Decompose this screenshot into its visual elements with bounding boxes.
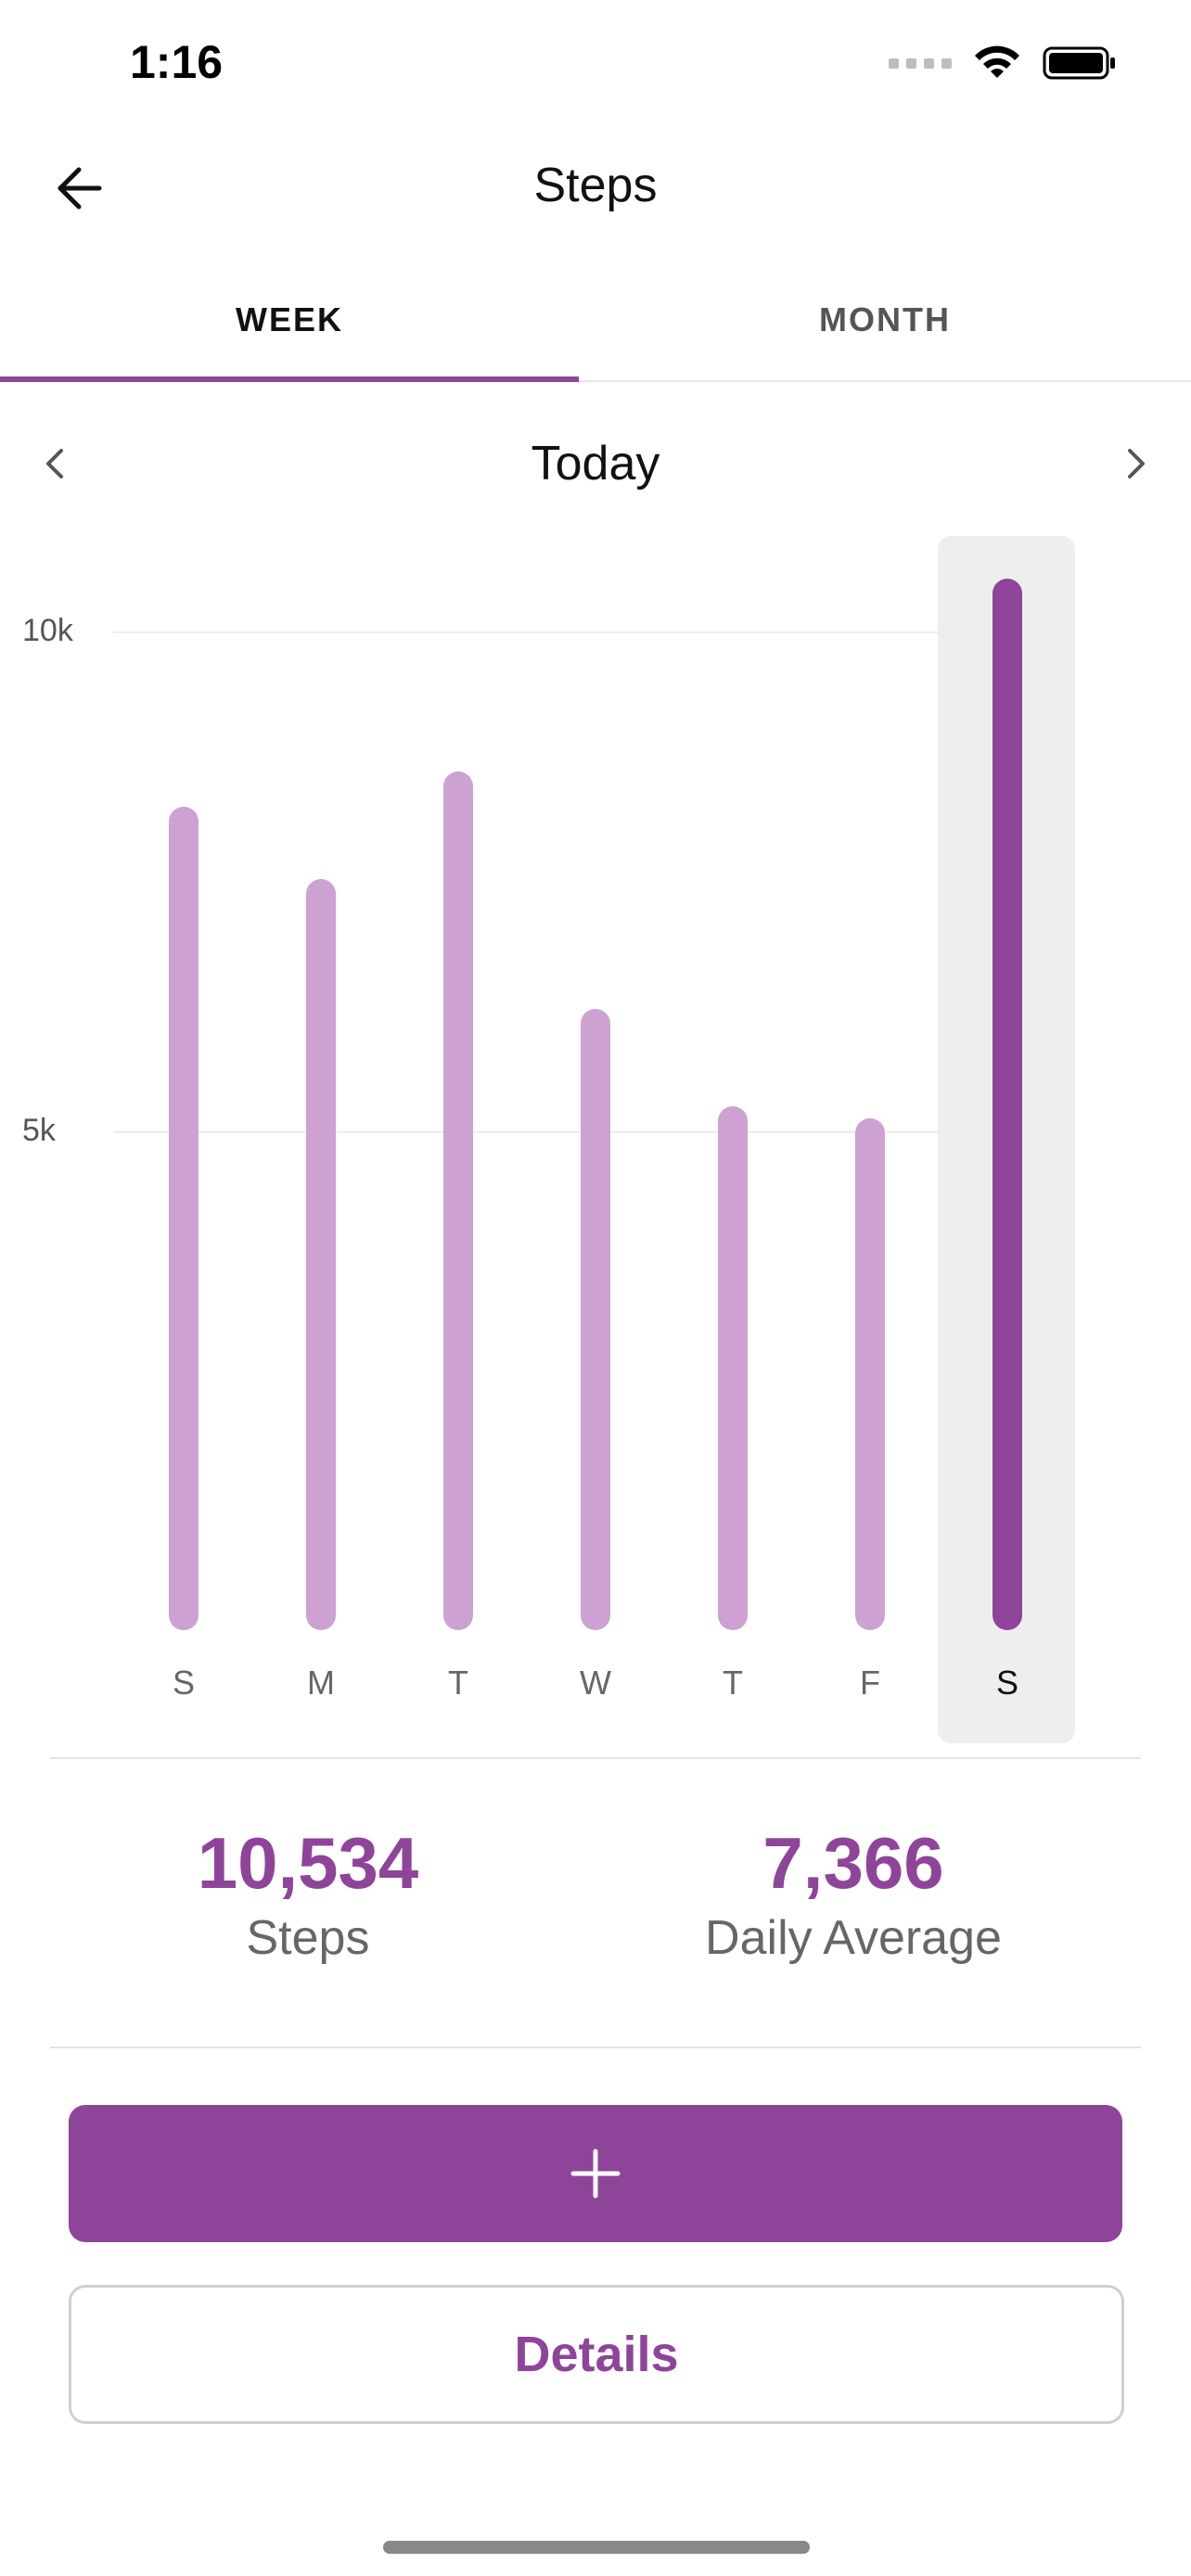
y-axis-tick-label: 10k xyxy=(22,613,73,649)
daily-average-stat: 7,366 Daily Average xyxy=(686,1827,1020,1966)
x-axis-day-label: S xyxy=(995,1664,1018,1702)
day-bar[interactable] xyxy=(581,1009,610,1630)
tab-month[interactable]: MONTH xyxy=(819,300,951,338)
home-indicator[interactable] xyxy=(383,2541,810,2554)
gridline xyxy=(113,631,941,634)
x-axis-day-label: F xyxy=(860,1664,880,1702)
page-title: Steps xyxy=(533,159,658,212)
y-axis-tick-label: 5k xyxy=(22,1112,56,1148)
previous-period-button[interactable] xyxy=(28,436,83,491)
steps-label: Steps xyxy=(246,1911,370,1965)
status-time: 1:16 xyxy=(130,36,224,88)
chevron-left-icon xyxy=(46,449,63,478)
steps-value: 10,534 xyxy=(197,1822,419,1904)
divider xyxy=(50,2047,1141,2048)
x-axis-day-label: T xyxy=(723,1664,743,1702)
plus-icon xyxy=(570,2149,621,2199)
x-axis-day-label: S xyxy=(172,1664,195,1702)
x-axis-day-label: M xyxy=(307,1664,335,1702)
divider xyxy=(50,1757,1141,1759)
status-bar: 1:16 xyxy=(0,0,1191,130)
day-bar[interactable] xyxy=(306,879,336,1630)
status-icons xyxy=(889,45,1117,82)
cellular-signal-icon xyxy=(889,57,952,69)
x-axis-day-label: W xyxy=(580,1664,611,1702)
next-period-button[interactable] xyxy=(1108,436,1163,491)
wifi-icon xyxy=(975,45,1019,78)
day-bar[interactable] xyxy=(443,772,473,1630)
date-range-label: Today xyxy=(531,437,660,491)
date-navigator: Today xyxy=(0,417,1191,510)
steps-stat: 10,534 Steps xyxy=(169,1827,447,1966)
daily-average-value: 7,366 xyxy=(762,1822,944,1904)
daily-average-label: Daily Average xyxy=(705,1911,1002,1965)
navigation-bar: Steps xyxy=(0,130,1191,241)
day-bar[interactable] xyxy=(169,806,198,1630)
steps-bar-chart: 10k 5k S M T W T F S xyxy=(0,529,1191,1753)
day-bar[interactable] xyxy=(718,1105,748,1630)
chevron-right-icon xyxy=(1128,449,1145,478)
arrow-left-icon xyxy=(58,167,102,210)
back-button[interactable] xyxy=(46,156,111,221)
gridline xyxy=(113,1130,941,1133)
day-bar[interactable] xyxy=(992,579,1022,1630)
period-tabs: WEEK MONTH xyxy=(0,260,1191,382)
tab-week[interactable]: WEEK xyxy=(236,300,343,338)
active-tab-indicator xyxy=(0,376,579,382)
details-button[interactable]: Details xyxy=(69,2285,1124,2424)
x-axis-day-label: T xyxy=(448,1664,468,1702)
day-bar[interactable] xyxy=(855,1117,885,1630)
battery-icon xyxy=(1043,46,1115,80)
add-steps-button[interactable] xyxy=(69,2105,1122,2242)
